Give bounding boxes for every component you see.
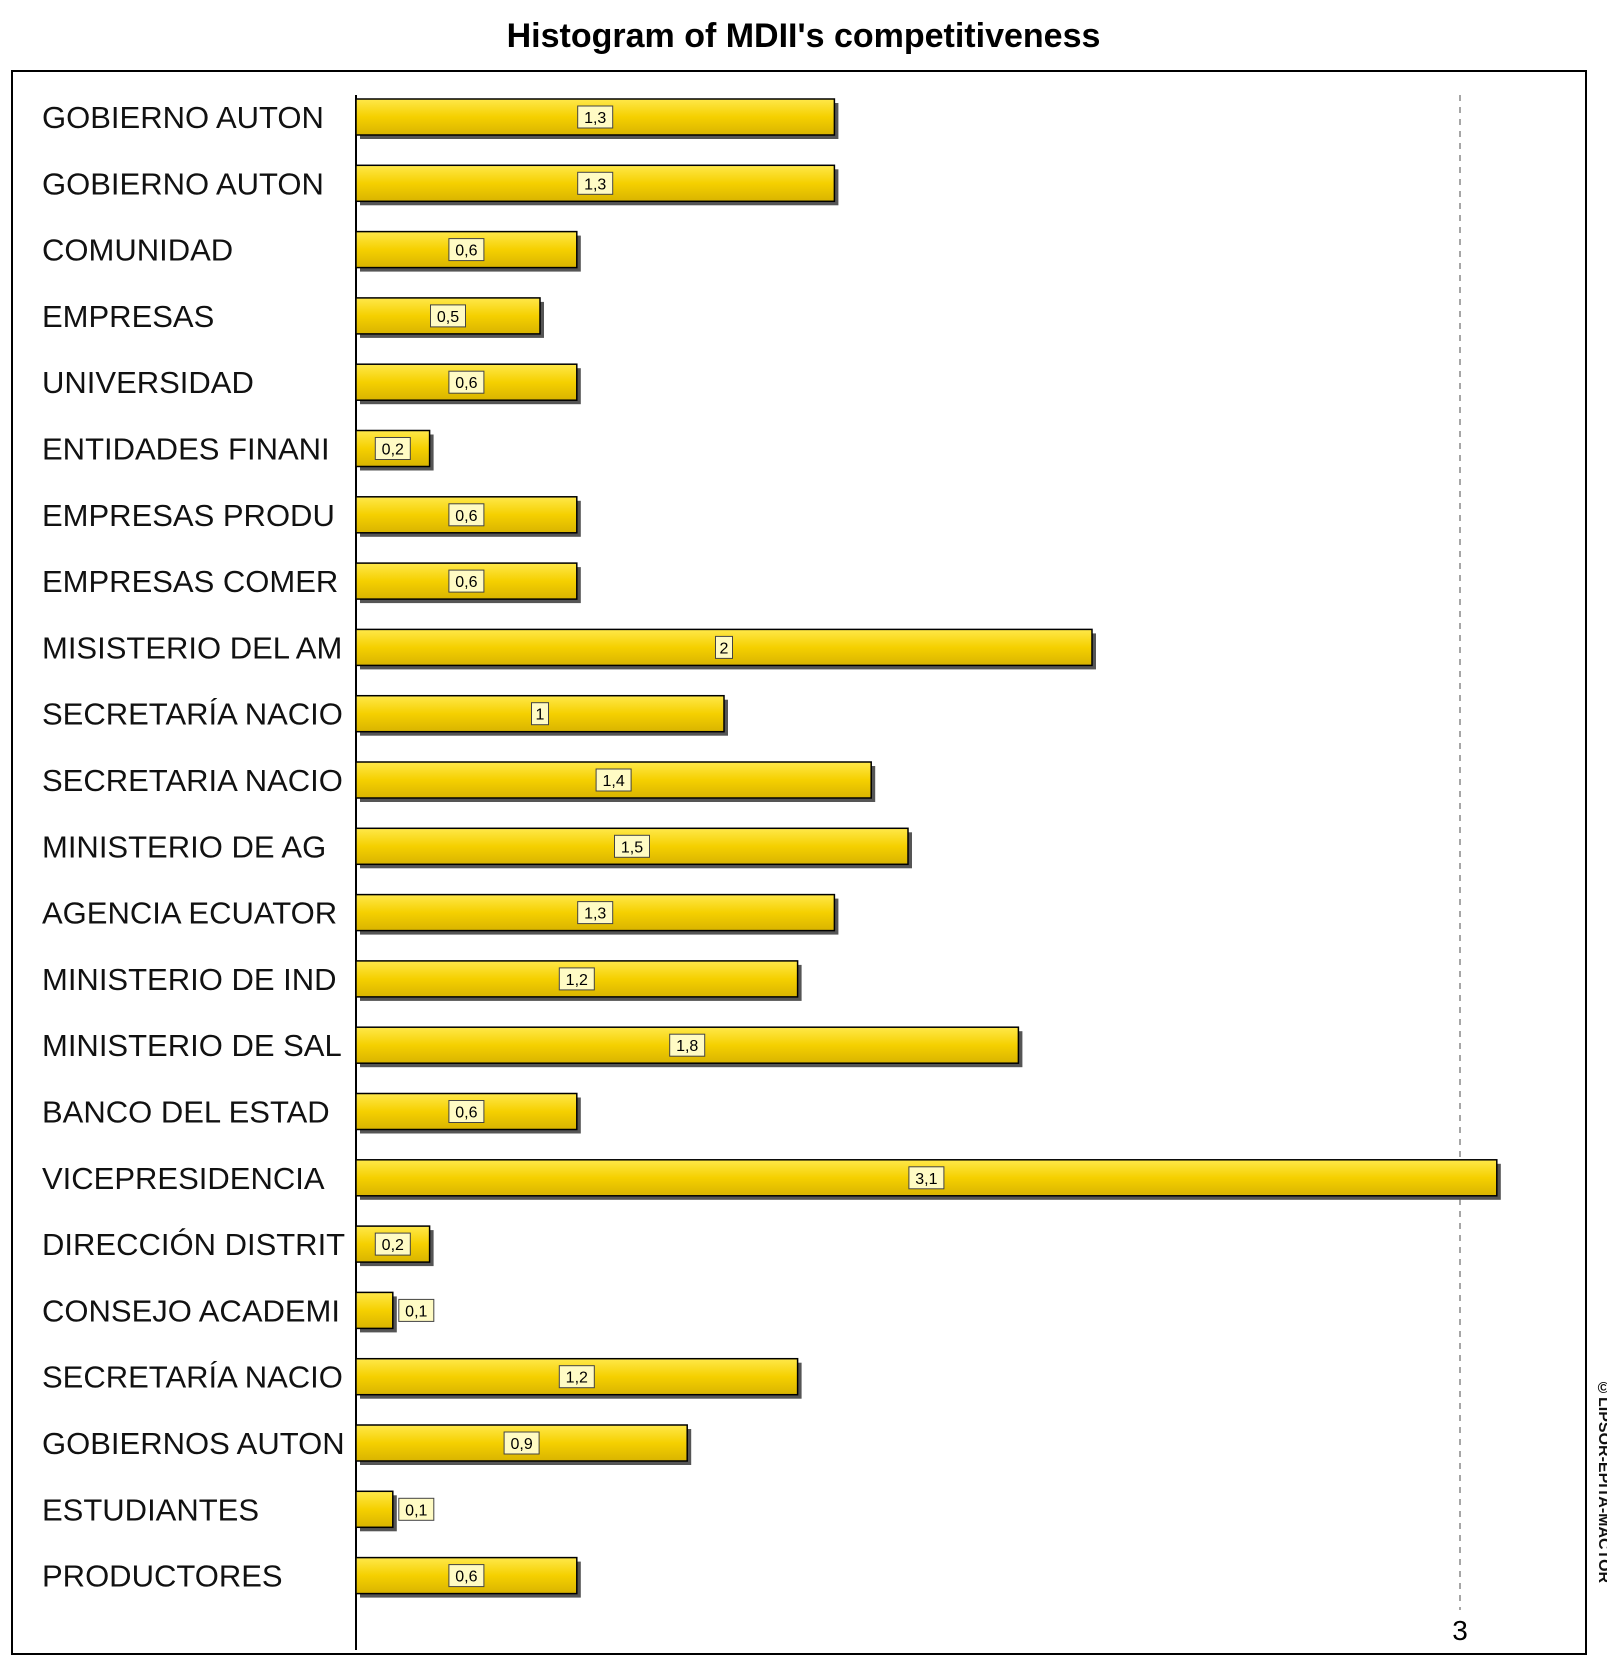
category-label: EMPRESAS PRODU [42, 498, 335, 533]
value-label: 1,3 [584, 176, 606, 193]
value-label: 1 [536, 707, 545, 724]
value-label-box [595, 768, 632, 792]
x-tick-label: 3 [1452, 1615, 1468, 1646]
value-label-box [398, 1497, 435, 1521]
value-label: 0,6 [455, 375, 477, 392]
category-label: MINISTERIO DE IND [42, 962, 337, 997]
value-label-box [448, 238, 485, 262]
value-label-box [430, 304, 466, 328]
value-label-box [558, 1365, 595, 1389]
value-label-box [669, 1033, 706, 1057]
value-label-box [558, 967, 595, 991]
category-label: AGENCIA ECUATOR [42, 896, 337, 931]
value-label: 0,5 [437, 309, 459, 326]
value-label: 3,1 [915, 1171, 937, 1188]
value-label: 0,2 [382, 1237, 404, 1254]
category-label: ENTIDADES FINANI [42, 432, 330, 467]
bar [355, 1026, 1020, 1064]
category-label: SECRETARÍA NACIO [42, 1360, 343, 1395]
value-label-box [448, 569, 485, 593]
bar [355, 429, 431, 468]
value-label: 1,2 [566, 1370, 588, 1387]
value-label-box [577, 171, 614, 195]
value-label: 0,6 [455, 574, 477, 591]
category-label: GOBIERNOS AUTON [42, 1426, 345, 1461]
category-label: SECRETARIA NACIO [42, 763, 343, 798]
value-label-box [577, 105, 614, 129]
plot-frame [11, 70, 1587, 1655]
value-label: 0,6 [455, 1569, 477, 1586]
value-label-box [908, 1166, 945, 1190]
category-label: EMPRESAS COMER [42, 564, 338, 599]
value-label: 0,1 [405, 1502, 427, 1519]
value-label-box [577, 901, 614, 925]
category-label: GOBIERNO AUTON [42, 100, 324, 135]
value-label-box [374, 437, 411, 460]
category-label: SECRETARÍA NACIO [42, 697, 343, 732]
category-label: DIRECCIÓN DISTRIT [42, 1227, 345, 1262]
value-label: 0,2 [382, 442, 404, 459]
category-label: COMUNIDAD [42, 233, 233, 268]
value-label-box [614, 834, 650, 858]
value-label: 1,4 [602, 773, 624, 790]
value-label: 0,1 [405, 1303, 427, 1320]
value-label-box [448, 503, 485, 527]
value-label: 1,8 [676, 1038, 698, 1055]
value-label: 0,6 [455, 243, 477, 260]
category-label: EMPRESAS [42, 299, 214, 334]
value-label-box [503, 1431, 540, 1455]
bar [355, 1291, 394, 1330]
value-label-box [715, 635, 733, 659]
category-label: GOBIERNO AUTON [42, 166, 324, 201]
value-label: 1,3 [584, 906, 606, 923]
value-label-box [398, 1298, 435, 1322]
value-label: 0,9 [510, 1436, 532, 1453]
value-label: 1,2 [566, 972, 588, 989]
category-label: MINISTERIO DE SAL [42, 1028, 342, 1063]
bar [355, 1490, 394, 1529]
value-label-box [374, 1232, 411, 1256]
value-label: 1,5 [621, 839, 643, 856]
value-label: 2 [720, 640, 729, 657]
value-label: 0,6 [455, 1105, 477, 1122]
category-label: PRODUCTORES [42, 1559, 283, 1594]
category-label: VICEPRESIDENCIA [42, 1161, 325, 1196]
value-label-box [531, 702, 549, 726]
category-label: UNIVERSIDAD [42, 365, 254, 400]
category-label: ESTUDIANTES [42, 1492, 259, 1527]
chart-title: Histogram of MDII's competitiveness [506, 17, 1101, 55]
value-label-box [448, 370, 485, 394]
bar [355, 1357, 799, 1396]
category-label: CONSEJO ACADEMI [42, 1293, 340, 1328]
category-label: MINISTERIO DE AG [42, 829, 326, 864]
value-label: 1,3 [584, 110, 606, 127]
value-label-box [448, 1564, 485, 1588]
category-label: BANCO DEL ESTAD [42, 1095, 330, 1130]
watermark: ©LIPSOR-EPITA-MACTOR [1595, 1380, 1607, 1584]
value-label: 0,6 [455, 508, 477, 525]
category-label: MISISTERIO DEL AM [42, 630, 342, 665]
value-label-box [448, 1100, 485, 1123]
